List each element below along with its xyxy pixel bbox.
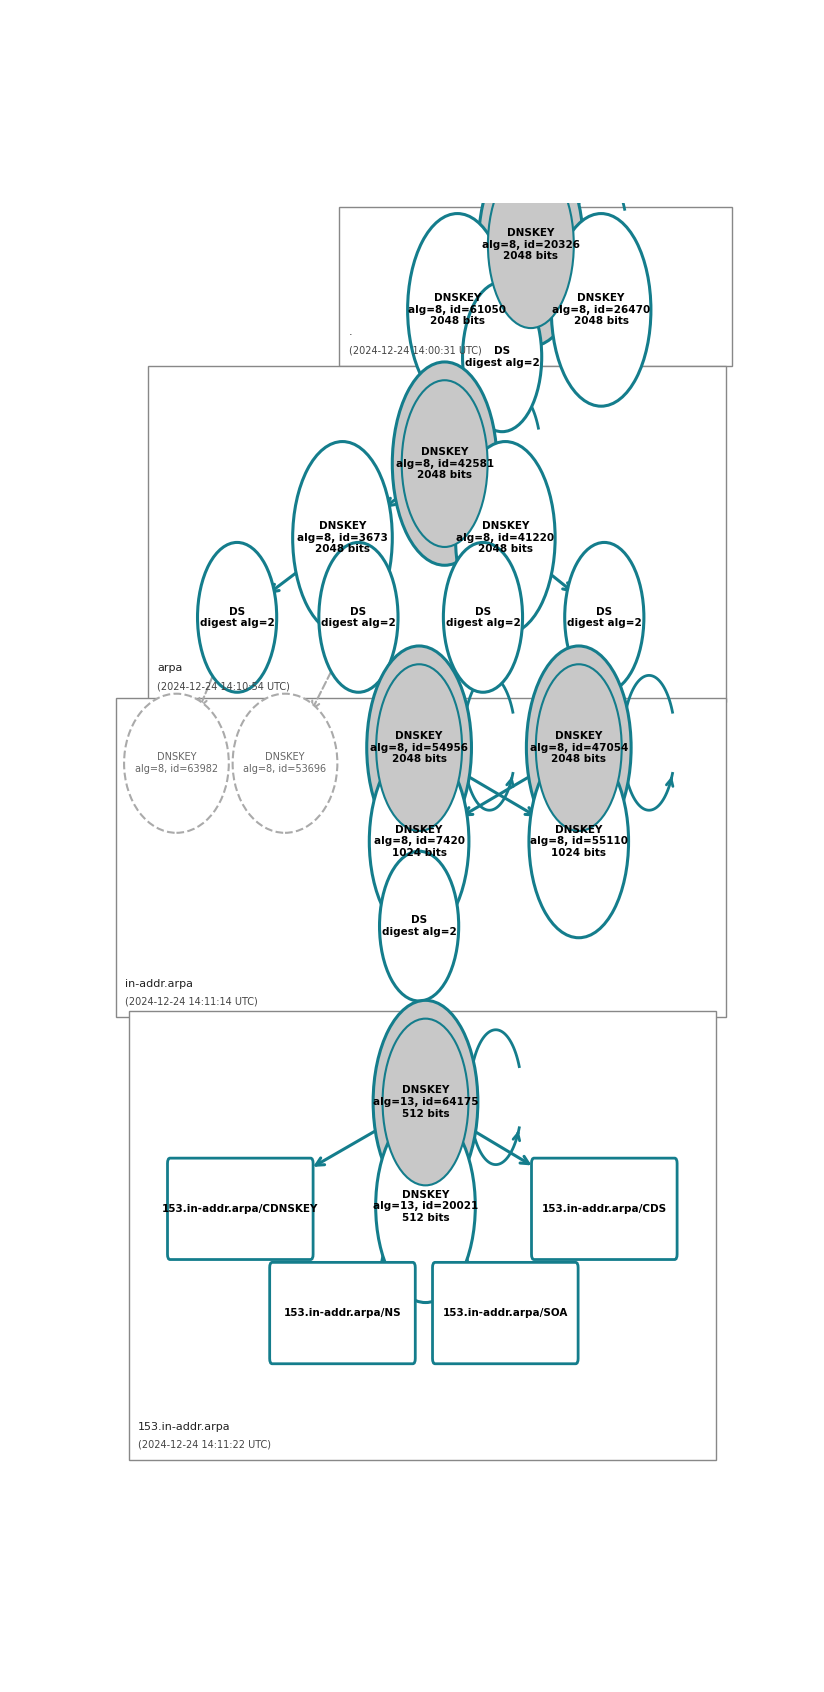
Text: DS
digest alg=2: DS digest alg=2 — [199, 606, 274, 628]
Text: (2024-12-24 14:00:31 UTC): (2024-12-24 14:00:31 UTC) — [349, 345, 481, 355]
FancyBboxPatch shape — [129, 1010, 716, 1460]
Text: DNSKEY
alg=8, id=53696: DNSKEY alg=8, id=53696 — [243, 753, 326, 773]
Ellipse shape — [392, 362, 497, 565]
FancyBboxPatch shape — [433, 1262, 578, 1364]
Ellipse shape — [402, 381, 488, 547]
Ellipse shape — [198, 543, 277, 692]
Ellipse shape — [376, 1110, 475, 1303]
Text: DNSKEY
alg=13, id=20021
512 bits: DNSKEY alg=13, id=20021 512 bits — [373, 1189, 478, 1223]
Text: DS
digest alg=2: DS digest alg=2 — [382, 915, 456, 937]
Text: 153.in-addr.arpa/CDS: 153.in-addr.arpa/CDS — [541, 1203, 667, 1213]
Text: DS
digest alg=2: DS digest alg=2 — [446, 606, 520, 628]
Text: DNSKEY
alg=8, id=42581
2048 bits: DNSKEY alg=8, id=42581 2048 bits — [396, 447, 494, 481]
FancyBboxPatch shape — [339, 206, 732, 365]
Ellipse shape — [380, 851, 459, 1002]
Text: DNSKEY
alg=8, id=3673
2048 bits: DNSKEY alg=8, id=3673 2048 bits — [297, 521, 388, 555]
Ellipse shape — [293, 442, 392, 634]
Text: DNSKEY
alg=13, id=64175
512 bits: DNSKEY alg=13, id=64175 512 bits — [372, 1085, 478, 1118]
Ellipse shape — [124, 694, 229, 832]
Text: (2024-12-24 14:11:22 UTC): (2024-12-24 14:11:22 UTC) — [138, 1440, 271, 1450]
Text: DNSKEY
alg=8, id=61050
2048 bits: DNSKEY alg=8, id=61050 2048 bits — [409, 293, 507, 327]
Ellipse shape — [551, 213, 651, 406]
Text: DNSKEY
alg=8, id=54956
2048 bits: DNSKEY alg=8, id=54956 2048 bits — [370, 731, 468, 765]
Ellipse shape — [367, 646, 471, 849]
Ellipse shape — [382, 1019, 468, 1186]
Ellipse shape — [536, 665, 621, 831]
Text: (2024-12-24 14:11:14 UTC): (2024-12-24 14:11:14 UTC) — [125, 997, 258, 1007]
Ellipse shape — [488, 161, 574, 328]
Ellipse shape — [529, 744, 629, 937]
FancyBboxPatch shape — [269, 1262, 415, 1364]
Text: DNSKEY
alg=8, id=63982: DNSKEY alg=8, id=63982 — [135, 753, 218, 773]
FancyBboxPatch shape — [531, 1157, 677, 1259]
Text: DNSKEY
alg=8, id=47054
2048 bits: DNSKEY alg=8, id=47054 2048 bits — [530, 731, 628, 765]
Ellipse shape — [408, 213, 508, 406]
Ellipse shape — [527, 646, 631, 849]
Text: (2024-12-24 14:10:54 UTC): (2024-12-24 14:10:54 UTC) — [157, 682, 290, 692]
Text: DS
digest alg=2: DS digest alg=2 — [567, 606, 642, 628]
Ellipse shape — [377, 665, 462, 831]
Text: 153.in-addr.arpa: 153.in-addr.arpa — [138, 1421, 231, 1431]
Text: arpa: arpa — [157, 663, 183, 673]
FancyBboxPatch shape — [147, 365, 726, 702]
FancyBboxPatch shape — [115, 699, 726, 1017]
Ellipse shape — [232, 694, 337, 832]
Ellipse shape — [479, 144, 583, 347]
Ellipse shape — [319, 543, 398, 692]
Text: DNSKEY
alg=8, id=55110
1024 bits: DNSKEY alg=8, id=55110 1024 bits — [530, 824, 628, 858]
Text: DNSKEY
alg=8, id=7420
1024 bits: DNSKEY alg=8, id=7420 1024 bits — [373, 824, 465, 858]
Text: DNSKEY
alg=8, id=26470
2048 bits: DNSKEY alg=8, id=26470 2048 bits — [552, 293, 650, 327]
Text: DNSKEY
alg=8, id=20326
2048 bits: DNSKEY alg=8, id=20326 2048 bits — [482, 228, 580, 261]
Text: 153.in-addr.arpa/NS: 153.in-addr.arpa/NS — [283, 1308, 401, 1318]
Text: 153.in-addr.arpa/CDNSKEY: 153.in-addr.arpa/CDNSKEY — [162, 1203, 319, 1213]
Text: DNSKEY
alg=8, id=41220
2048 bits: DNSKEY alg=8, id=41220 2048 bits — [456, 521, 555, 555]
FancyBboxPatch shape — [167, 1157, 313, 1259]
Text: DS
digest alg=2: DS digest alg=2 — [465, 345, 540, 367]
Ellipse shape — [369, 744, 469, 937]
Ellipse shape — [373, 1000, 478, 1203]
Ellipse shape — [564, 543, 644, 692]
Text: in-addr.arpa: in-addr.arpa — [125, 978, 194, 988]
Ellipse shape — [462, 283, 541, 431]
Text: 153.in-addr.arpa/SOA: 153.in-addr.arpa/SOA — [442, 1308, 568, 1318]
Ellipse shape — [456, 442, 555, 634]
Text: DS
digest alg=2: DS digest alg=2 — [321, 606, 396, 628]
Ellipse shape — [443, 543, 522, 692]
Text: .: . — [349, 327, 353, 337]
